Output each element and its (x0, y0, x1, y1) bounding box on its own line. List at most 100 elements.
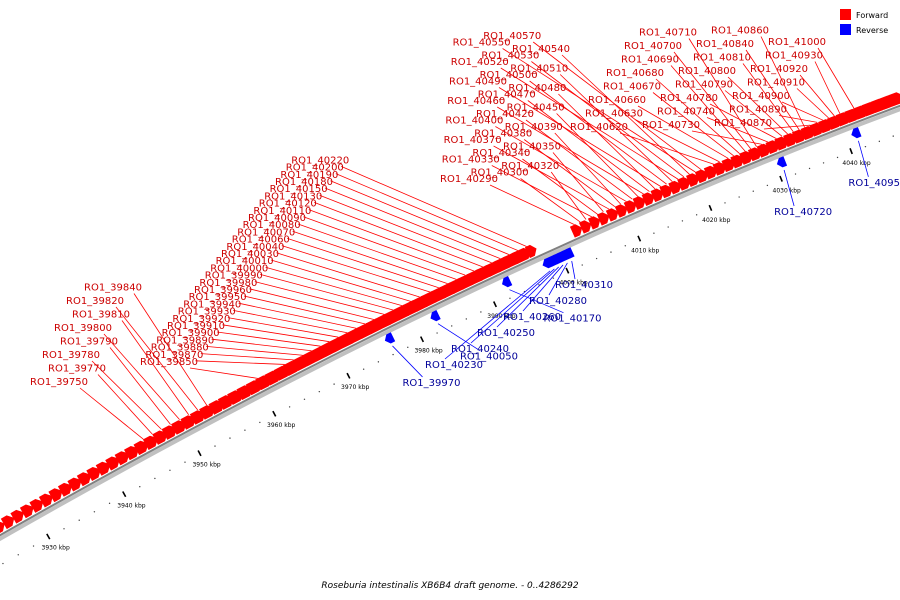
forward-gene-arrow (19, 504, 34, 519)
reverse-gene-arrow (384, 332, 396, 344)
ruler-minor-tick (214, 445, 216, 447)
ruler-minor-tick (752, 190, 754, 192)
forward-gene-label: RO1_40900 (732, 91, 790, 102)
ruler-major-tick (779, 175, 783, 182)
forward-gene-leader (341, 166, 527, 247)
forward-gene-arrow (38, 493, 53, 508)
forward-gene-arrow (86, 467, 101, 481)
ruler-minor-tick (288, 406, 291, 408)
forward-gene-leader (529, 80, 667, 185)
reverse-gene-label: RO1_40050 (460, 352, 518, 363)
ruler-minor-tick (465, 318, 468, 320)
forward-gene-leader (525, 119, 633, 200)
forward-gene-leader (121, 320, 189, 416)
forward-gene-label: RO1_40790 (675, 80, 733, 91)
forward-gene-leader (195, 360, 285, 365)
forward-gene-leader (496, 106, 644, 195)
forward-gene-leader (652, 92, 735, 157)
forward-gene-leader (495, 126, 627, 202)
reverse-gene-leader (444, 270, 551, 360)
forward-gene-label: RO1_40290 (440, 174, 498, 185)
forward-gene-leader (619, 132, 714, 165)
forward-gene-arrow (152, 430, 168, 445)
ruler-minor-tick (538, 284, 540, 286)
ruler-tick-label: 4000 kbp (559, 279, 587, 286)
forward-gene-label: RO1_39800 (54, 323, 112, 334)
forward-gene-leader (314, 202, 483, 268)
forward-gene-arrow (29, 499, 44, 513)
forward-gene-label: RO1_40090 (248, 213, 306, 224)
forward-gene-leader (97, 374, 153, 435)
legend-reverse-swatch (840, 24, 851, 35)
forward-gene-label: RO1_40490 (449, 77, 507, 88)
forward-gene-leader (206, 346, 303, 356)
forward-gene-label: RO1_39940 (183, 299, 241, 310)
forward-gene-arrow (623, 200, 637, 214)
ruler-minor-tick (738, 196, 740, 198)
ruler-tick-label: 4010 kbp (631, 247, 659, 254)
forward-gene-leader (211, 338, 312, 352)
forward-gene-label: RO1_40530 (481, 51, 539, 62)
forward-gene-leader (552, 152, 604, 212)
ruler-minor-tick (581, 264, 583, 266)
forward-gene-leader (724, 90, 783, 137)
ruler-minor-tick (169, 469, 171, 471)
forward-gene-label: RO1_40670 (603, 82, 661, 93)
forward-gene-leader (527, 100, 650, 192)
ruler-minor-tick (108, 502, 111, 505)
forward-gene-leader (281, 245, 431, 293)
ruler-minor-tick (822, 162, 825, 164)
ruler-tick-label: 3930 kbp (42, 545, 70, 552)
forward-gene-leader (778, 115, 818, 123)
forward-gene-label: RO1_40690 (621, 55, 679, 66)
forward-gene-label: RO1_40080 (243, 220, 301, 231)
forward-gene-label: RO1_40130 (264, 191, 322, 202)
ruler-minor-tick (78, 519, 80, 521)
ruler-minor-tick (892, 135, 894, 137)
ruler-tick-label: 3980 kbp (414, 348, 442, 355)
ruler-minor-tick (808, 167, 811, 170)
reverse-gene-label: RO1_40310 (555, 280, 613, 291)
forward-gene-leader (502, 48, 696, 173)
map-caption: Roseburia intestinalis XB6B4 draft genom… (321, 581, 578, 591)
forward-gene-label: RO1_40010 (216, 256, 274, 267)
forward-gene-label: RO1_40550 (453, 38, 511, 49)
forward-gene-label: RO1_40200 (286, 163, 344, 174)
ruler-minor-tick (766, 184, 769, 187)
forward-gene-arrow (641, 192, 655, 206)
forward-gene-leader (79, 387, 144, 440)
forward-gene-label: RO1_40470 (478, 90, 536, 101)
reverse-gene-label: RO1_39970 (402, 378, 460, 389)
forward-gene-leader (491, 165, 592, 218)
forward-gene-label: RO1_39930 (178, 307, 236, 318)
forward-gene-label: RO1_39810 (72, 310, 130, 321)
forward-gene-label: RO1_40480 (508, 83, 566, 94)
forward-gene-label: RO1_40190 (280, 170, 338, 181)
forward-gene-label: RO1_40810 (693, 53, 751, 64)
forward-gene-leader (763, 124, 811, 130)
legend: Forward Reverse (840, 9, 888, 35)
reverse-gene-label: RO1_40720 (774, 207, 832, 218)
forward-gene-leader (655, 78, 740, 154)
forward-gene-arrow (668, 180, 682, 195)
forward-gene-arrow (57, 482, 72, 497)
ruler-minor-tick (333, 383, 335, 385)
forward-gene-leader (781, 101, 824, 121)
forward-gene-leader (133, 293, 208, 406)
ruler-tick-label: 3940 kbp (117, 502, 145, 509)
forward-gene-arrow (133, 440, 149, 456)
forward-gene-leader (688, 38, 757, 147)
ruler-minor-tick (695, 214, 698, 216)
forward-gene-label: RO1_40860 (711, 26, 769, 37)
forward-gene-leader (276, 252, 420, 298)
reverse-gene-label: RO1_40280 (529, 296, 587, 307)
forward-gene-label: RO1_39920 (172, 314, 230, 325)
forward-gene-leader (531, 61, 685, 178)
forward-gene-label: RO1_39780 (42, 350, 100, 361)
forward-gene-label: RO1_39750 (30, 377, 88, 388)
ruler-minor-tick (864, 145, 867, 148)
forward-gene-arrow (677, 177, 691, 191)
reverse-gene-arrow (564, 247, 575, 259)
forward-gene-leader (238, 302, 357, 329)
reverse-gene-label: RO1_40230 (425, 360, 483, 371)
